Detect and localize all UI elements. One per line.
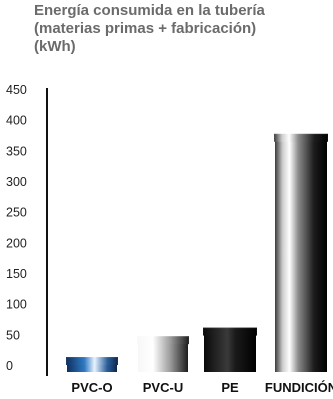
y-tick-label: 450 [6,83,27,97]
x-category-label: PVC-U [143,380,183,395]
bar-socket [66,357,118,366]
y-tick-label: 0 [6,359,13,373]
bar [275,134,327,372]
chart-title: Energía consumida en la tubería (materia… [34,2,329,56]
x-category-label: PE [221,380,239,395]
x-category-label: PVC-O [71,380,112,395]
chart-title-line-2: (materias primas + fabricación) [34,20,257,37]
chart-title-line-1: Energía consumida en la tubería [34,2,265,19]
bar-pvc-u [137,336,189,372]
y-tick-label: 300 [6,175,27,189]
y-tick-label: 150 [6,267,27,281]
bar-socket [274,133,328,142]
bar-pvc-o [66,357,118,372]
y-tick-label: 400 [6,114,27,128]
chart-title-line-3: (kWh) [34,38,76,55]
y-tick-label: 100 [6,298,27,312]
y-tick-label: 350 [6,144,27,158]
x-category-label: FUNDICIÓN [265,380,333,395]
bar-socket [137,336,189,345]
y-tick-label: 200 [6,236,27,250]
bar-fundición [274,133,328,372]
bar-socket [203,327,257,336]
bar [204,328,256,372]
y-tick-label: 50 [6,328,20,342]
y-tick-label: 250 [6,206,27,220]
bar-pe [203,327,257,372]
